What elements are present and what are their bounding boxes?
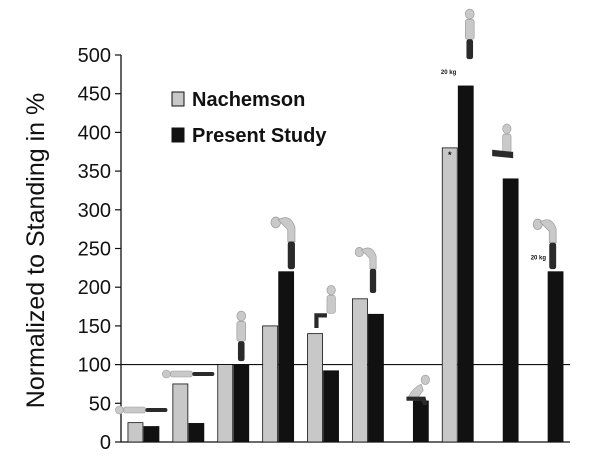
bar-present-study-7 [412, 400, 429, 443]
bar-present-study-4 [278, 271, 295, 443]
bar-nachemson-3 [217, 364, 234, 443]
y-tick-label: 250 [78, 239, 111, 261]
lying-posture-icon [115, 405, 168, 415]
y-tick-label: 50 [89, 393, 111, 415]
axis-layer: 0 50 100 150 200 250 300 350 400 450 500 Normalized… [22, 45, 570, 454]
bar-present-study-1 [143, 426, 160, 443]
posture-figures: 20 kg 20 kg * [115, 8, 557, 415]
lying-posture-icon [162, 369, 215, 379]
bar-present-study-2 [188, 423, 205, 443]
y-tick-label: 100 [78, 355, 111, 377]
legend-label-nachemson: Nachemson [192, 89, 305, 111]
bar-present-study-3 [233, 364, 250, 443]
twist-posture-icon [492, 123, 514, 159]
bar-nachemson-8 [441, 147, 458, 443]
bar-present-study-5 [323, 370, 339, 443]
bar-nachemson-2 [172, 383, 189, 443]
bent-posture-icon [532, 218, 557, 270]
y-tick-label: 400 [78, 122, 111, 144]
bar-layer [127, 85, 564, 443]
bent-posture-icon [354, 247, 377, 294]
sitting-posture-icon [314, 285, 336, 328]
y-tick-label: 150 [78, 316, 111, 338]
y-tick-label: 200 [78, 277, 111, 299]
y-axis-title: Normalized to Standing in % [22, 93, 50, 408]
weight-label-20kg: 20 kg [441, 70, 457, 76]
legend-swatch-present-study [171, 127, 185, 143]
slouched-posture-icon [406, 374, 430, 405]
significance-star: * [448, 150, 452, 160]
bar-nachemson-5 [307, 333, 323, 443]
bar-present-study-8 [457, 85, 474, 443]
bar-nachemson-6 [352, 298, 368, 443]
y-tick-label: 450 [78, 84, 111, 106]
bar-nachemson-4 [262, 325, 279, 443]
bar-nachemson-1 [127, 422, 144, 443]
standing-posture-icon [465, 8, 475, 60]
bar-present-study-6 [368, 313, 384, 443]
legend: Nachemson Present Study [171, 89, 327, 147]
y-tick-label: 500 [78, 45, 111, 67]
y-tick-label: 0 [100, 432, 111, 454]
y-tick-label: 350 [78, 161, 111, 183]
legend-label-present-study: Present Study [192, 125, 327, 147]
y-tick-label: 300 [78, 200, 111, 222]
standing-posture-icon [236, 310, 246, 362]
bent-posture-icon [270, 216, 296, 270]
legend-swatch-nachemson [171, 91, 185, 107]
bar-present-study-9 [502, 178, 519, 443]
bar-present-study-10 [547, 271, 564, 443]
weight-label-20kg: 20 kg [531, 256, 547, 262]
